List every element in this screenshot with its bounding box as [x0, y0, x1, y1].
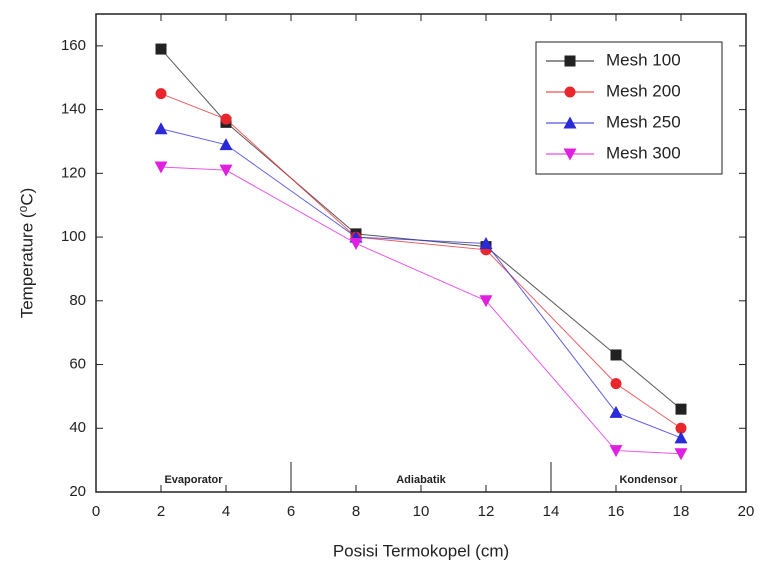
y-tick-label: 20: [69, 483, 86, 500]
x-tick-label: 6: [287, 503, 295, 520]
y-tick-label: 80: [69, 292, 86, 309]
x-tick-label: 4: [222, 503, 230, 520]
x-tick-label: 8: [352, 503, 360, 520]
legend-marker: [563, 116, 577, 129]
data-point: [609, 445, 623, 458]
x-tick-label: 18: [673, 503, 690, 520]
series-line: [160, 93, 682, 429]
data-point: [479, 295, 493, 308]
x-axis-title: Posisi Termokopel (cm): [333, 541, 509, 560]
y-tick-label: 60: [69, 356, 86, 373]
x-tick-label: 12: [478, 503, 495, 520]
data-point: [155, 43, 167, 55]
data-point: [609, 405, 623, 418]
data-point: [349, 237, 363, 250]
data-point: [220, 113, 232, 125]
data-point: [154, 161, 168, 174]
legend-label: Mesh 300: [606, 143, 681, 162]
x-tick-label: 2: [157, 503, 165, 520]
y-tick-label: 40: [69, 419, 86, 436]
data-point: [675, 403, 687, 415]
x-tick-label: 10: [413, 503, 430, 520]
data-point: [610, 378, 622, 390]
x-tick-label: 20: [738, 503, 755, 520]
region-label: Kondensor: [619, 474, 678, 486]
y-tick-label: 100: [61, 228, 86, 245]
data-point: [674, 448, 688, 461]
data-point: [219, 138, 233, 151]
series-line: [160, 128, 682, 439]
y-tick-label: 160: [61, 37, 86, 54]
legend-marker: [563, 148, 577, 161]
data-point: [674, 431, 688, 444]
data-point: [154, 122, 168, 135]
data-point: [479, 236, 493, 249]
legend-label: Mesh 100: [606, 50, 681, 69]
data-point: [219, 164, 233, 177]
y-tick-label: 140: [61, 101, 86, 118]
legend-label: Mesh 250: [606, 112, 681, 131]
x-tick-label: 0: [92, 503, 100, 520]
legend-label: Mesh 200: [606, 81, 681, 100]
x-tick-label: 14: [543, 503, 560, 520]
y-axis-title: Temperature (⁰C): [17, 188, 36, 319]
legend-marker: [564, 55, 576, 67]
legend-marker: [564, 86, 576, 98]
y-tick-label: 120: [61, 164, 86, 181]
data-point: [610, 349, 622, 361]
region-label: Adiabatik: [396, 474, 446, 486]
x-tick-label: 16: [608, 503, 625, 520]
series-line: [160, 166, 682, 455]
data-point: [675, 422, 687, 434]
data-point: [155, 88, 167, 100]
region-label: Evaporator: [164, 474, 223, 486]
